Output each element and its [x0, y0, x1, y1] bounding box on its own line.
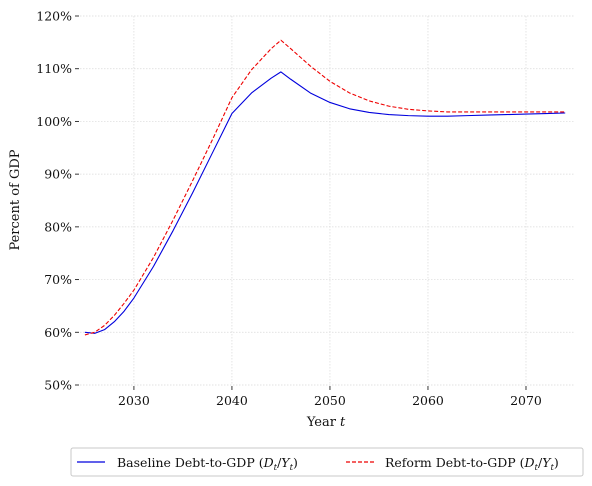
- x-tick-label: 2040: [216, 393, 248, 408]
- legend: Baseline Debt-to-GDP (Dt/Yt) Reform Debt-…: [70, 447, 584, 477]
- grid-lines: [80, 15, 575, 386]
- y-tick-label: 70%: [44, 272, 72, 287]
- legend-label-baseline-math: (Dt/Yt): [259, 455, 298, 473]
- y-tick-label: 80%: [44, 219, 72, 234]
- x-tick-label: 2030: [118, 393, 150, 408]
- x-axis: 2030 2040 2050 2060 2070: [118, 386, 542, 408]
- x-tick-label: 2050: [314, 393, 346, 408]
- y-tick-label: 120%: [36, 9, 72, 24]
- y-axis-title: Percent of GDP: [8, 149, 23, 250]
- x-axis-title: Year t: [306, 415, 346, 430]
- y-tick-label: 50%: [44, 378, 72, 393]
- legend-label-reform-math: (Dt/Yt): [520, 455, 559, 473]
- legend-label-baseline-text: Baseline Debt-to-GDP: [117, 455, 255, 470]
- y-axis: 50% 60% 70% 80% 90% 100% 110% 120%: [36, 9, 79, 393]
- x-axis-title-text: Year: [306, 415, 337, 430]
- x-tick-label: 2070: [510, 393, 542, 408]
- y-tick-label: 90%: [44, 167, 72, 182]
- series-line-baseline: [84, 71, 566, 334]
- x-axis-title-variable: t: [340, 415, 346, 430]
- series-line-reform: [84, 39, 566, 336]
- y-tick-label: 110%: [36, 61, 72, 76]
- series-lines: [84, 39, 566, 336]
- y-tick-label: 60%: [44, 325, 72, 340]
- legend-label-reform: Reform Debt-to-GDP (Dt/Yt): [385, 455, 559, 473]
- legend-label-baseline: Baseline Debt-to-GDP (Dt/Yt): [117, 455, 298, 473]
- x-tick-label: 2060: [412, 393, 444, 408]
- y-tick-label: 100%: [36, 114, 72, 129]
- legend-label-reform-text: Reform Debt-to-GDP: [385, 455, 516, 470]
- legend-frame: [70, 447, 584, 477]
